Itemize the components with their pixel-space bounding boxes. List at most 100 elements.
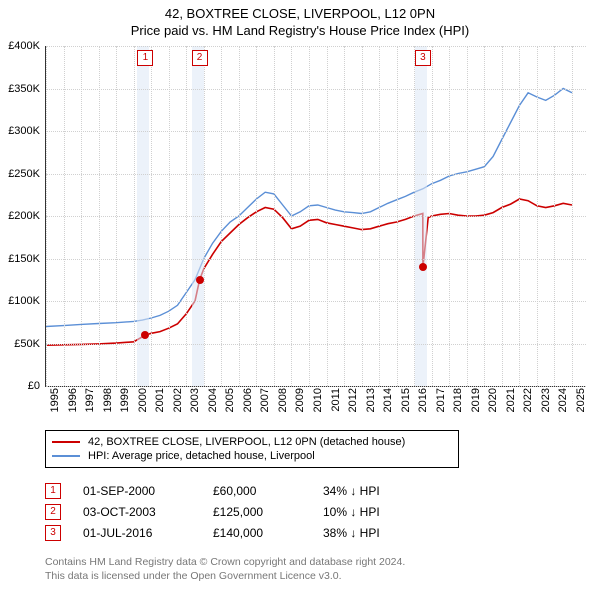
x-tick-label: 2011 bbox=[330, 388, 342, 422]
gridline-v bbox=[134, 46, 135, 386]
gridline-h bbox=[46, 386, 586, 387]
gridline-v bbox=[99, 46, 100, 386]
legend-label: HPI: Average price, detached house, Live… bbox=[88, 450, 315, 462]
x-tick-label: 2004 bbox=[207, 388, 219, 422]
y-tick-label: £350K bbox=[2, 83, 40, 95]
x-tick-label: 2019 bbox=[470, 388, 482, 422]
x-tick-label: 1995 bbox=[49, 388, 61, 422]
x-tick-label: 2010 bbox=[312, 388, 324, 422]
event-marker-3: 3 bbox=[415, 50, 431, 66]
gridline-v bbox=[502, 46, 503, 386]
x-tick-label: 2006 bbox=[242, 388, 254, 422]
chart-container: 42, BOXTREE CLOSE, LIVERPOOL, L12 0PN Pr… bbox=[0, 0, 600, 590]
event-date: 01-JUL-2016 bbox=[83, 526, 213, 540]
x-tick-label: 2005 bbox=[224, 388, 236, 422]
x-tick-label: 2008 bbox=[277, 388, 289, 422]
footer: Contains HM Land Registry data © Crown c… bbox=[45, 556, 565, 583]
gridline-h bbox=[46, 174, 586, 175]
x-tick-label: 2025 bbox=[575, 388, 587, 422]
gridline-v bbox=[256, 46, 257, 386]
chart-subtitle: Price paid vs. HM Land Registry's House … bbox=[0, 23, 600, 38]
y-tick-label: £50K bbox=[2, 338, 40, 350]
footer-line-2: This data is licensed under the Open Gov… bbox=[45, 570, 565, 584]
gridline-h bbox=[46, 46, 586, 47]
event-price: £140,000 bbox=[213, 526, 323, 540]
event-num: 3 bbox=[45, 525, 61, 541]
y-tick-label: £300K bbox=[2, 125, 40, 137]
y-tick-label: £250K bbox=[2, 168, 40, 180]
gridline-v bbox=[186, 46, 187, 386]
x-tick-label: 2023 bbox=[540, 388, 552, 422]
gridline-v bbox=[46, 46, 47, 386]
gridline-v bbox=[572, 46, 573, 386]
gridline-v bbox=[327, 46, 328, 386]
legend-swatch bbox=[52, 441, 80, 443]
y-tick-label: £100K bbox=[2, 295, 40, 307]
x-tick-label: 2016 bbox=[417, 388, 429, 422]
gridline-v bbox=[204, 46, 205, 386]
event-price: £125,000 bbox=[213, 505, 323, 519]
x-tick-label: 2007 bbox=[259, 388, 271, 422]
y-tick-label: £400K bbox=[2, 40, 40, 52]
gridline-v bbox=[397, 46, 398, 386]
legend-row: 42, BOXTREE CLOSE, LIVERPOOL, L12 0PN (d… bbox=[52, 436, 452, 448]
x-tick-label: 2020 bbox=[487, 388, 499, 422]
gridline-v bbox=[379, 46, 380, 386]
gridline-h bbox=[46, 301, 586, 302]
gridline-v bbox=[239, 46, 240, 386]
y-tick-label: £150K bbox=[2, 253, 40, 265]
chart-title: 42, BOXTREE CLOSE, LIVERPOOL, L12 0PN bbox=[0, 6, 600, 21]
event-table: 101-SEP-2000£60,00034% ↓ HPI203-OCT-2003… bbox=[45, 478, 545, 546]
event-date: 03-OCT-2003 bbox=[83, 505, 213, 519]
gridline-v bbox=[467, 46, 468, 386]
x-tick-label: 2009 bbox=[294, 388, 306, 422]
event-dot bbox=[141, 331, 149, 339]
x-tick-label: 2022 bbox=[522, 388, 534, 422]
x-tick-label: 2021 bbox=[505, 388, 517, 422]
gridline-v bbox=[81, 46, 82, 386]
gridline-v bbox=[169, 46, 170, 386]
x-tick-label: 1996 bbox=[67, 388, 79, 422]
event-delta: 34% ↓ HPI bbox=[323, 484, 380, 498]
x-tick-label: 2003 bbox=[189, 388, 201, 422]
gridline-v bbox=[116, 46, 117, 386]
x-tick-label: 2012 bbox=[347, 388, 359, 422]
gridline-v bbox=[221, 46, 222, 386]
gridline-v bbox=[362, 46, 363, 386]
event-delta: 38% ↓ HPI bbox=[323, 526, 380, 540]
event-marker-1: 1 bbox=[137, 50, 153, 66]
x-tick-label: 1997 bbox=[84, 388, 96, 422]
gridline-v bbox=[432, 46, 433, 386]
event-dot bbox=[196, 276, 204, 284]
event-date: 01-SEP-2000 bbox=[83, 484, 213, 498]
gridline-h bbox=[46, 131, 586, 132]
x-tick-label: 2000 bbox=[137, 388, 149, 422]
gridline-v bbox=[309, 46, 310, 386]
event-row: 101-SEP-2000£60,00034% ↓ HPI bbox=[45, 483, 545, 499]
legend-swatch bbox=[52, 455, 80, 457]
y-tick-label: £200K bbox=[2, 210, 40, 222]
gridline-v bbox=[449, 46, 450, 386]
event-num: 1 bbox=[45, 483, 61, 499]
legend-label: 42, BOXTREE CLOSE, LIVERPOOL, L12 0PN (d… bbox=[88, 436, 405, 448]
gridline-v bbox=[537, 46, 538, 386]
x-tick-label: 2001 bbox=[154, 388, 166, 422]
gridline-v bbox=[519, 46, 520, 386]
gridline-v bbox=[151, 46, 152, 386]
gridline-v bbox=[291, 46, 292, 386]
x-tick-label: 2013 bbox=[365, 388, 377, 422]
x-tick-label: 2017 bbox=[435, 388, 447, 422]
legend-row: HPI: Average price, detached house, Live… bbox=[52, 450, 452, 462]
gridline-v bbox=[344, 46, 345, 386]
x-tick-label: 2024 bbox=[557, 388, 569, 422]
chart-titles: 42, BOXTREE CLOSE, LIVERPOOL, L12 0PN Pr… bbox=[0, 0, 600, 38]
x-tick-label: 2014 bbox=[382, 388, 394, 422]
x-tick-label: 2002 bbox=[172, 388, 184, 422]
gridline-v bbox=[484, 46, 485, 386]
gridline-h bbox=[46, 259, 586, 260]
gridline-h bbox=[46, 344, 586, 345]
footer-line-1: Contains HM Land Registry data © Crown c… bbox=[45, 556, 565, 570]
event-row: 3 01-JUL-2016£140,00038% ↓ HPI bbox=[45, 525, 545, 541]
gridline-v bbox=[554, 46, 555, 386]
plot-area: 123 bbox=[45, 46, 586, 387]
